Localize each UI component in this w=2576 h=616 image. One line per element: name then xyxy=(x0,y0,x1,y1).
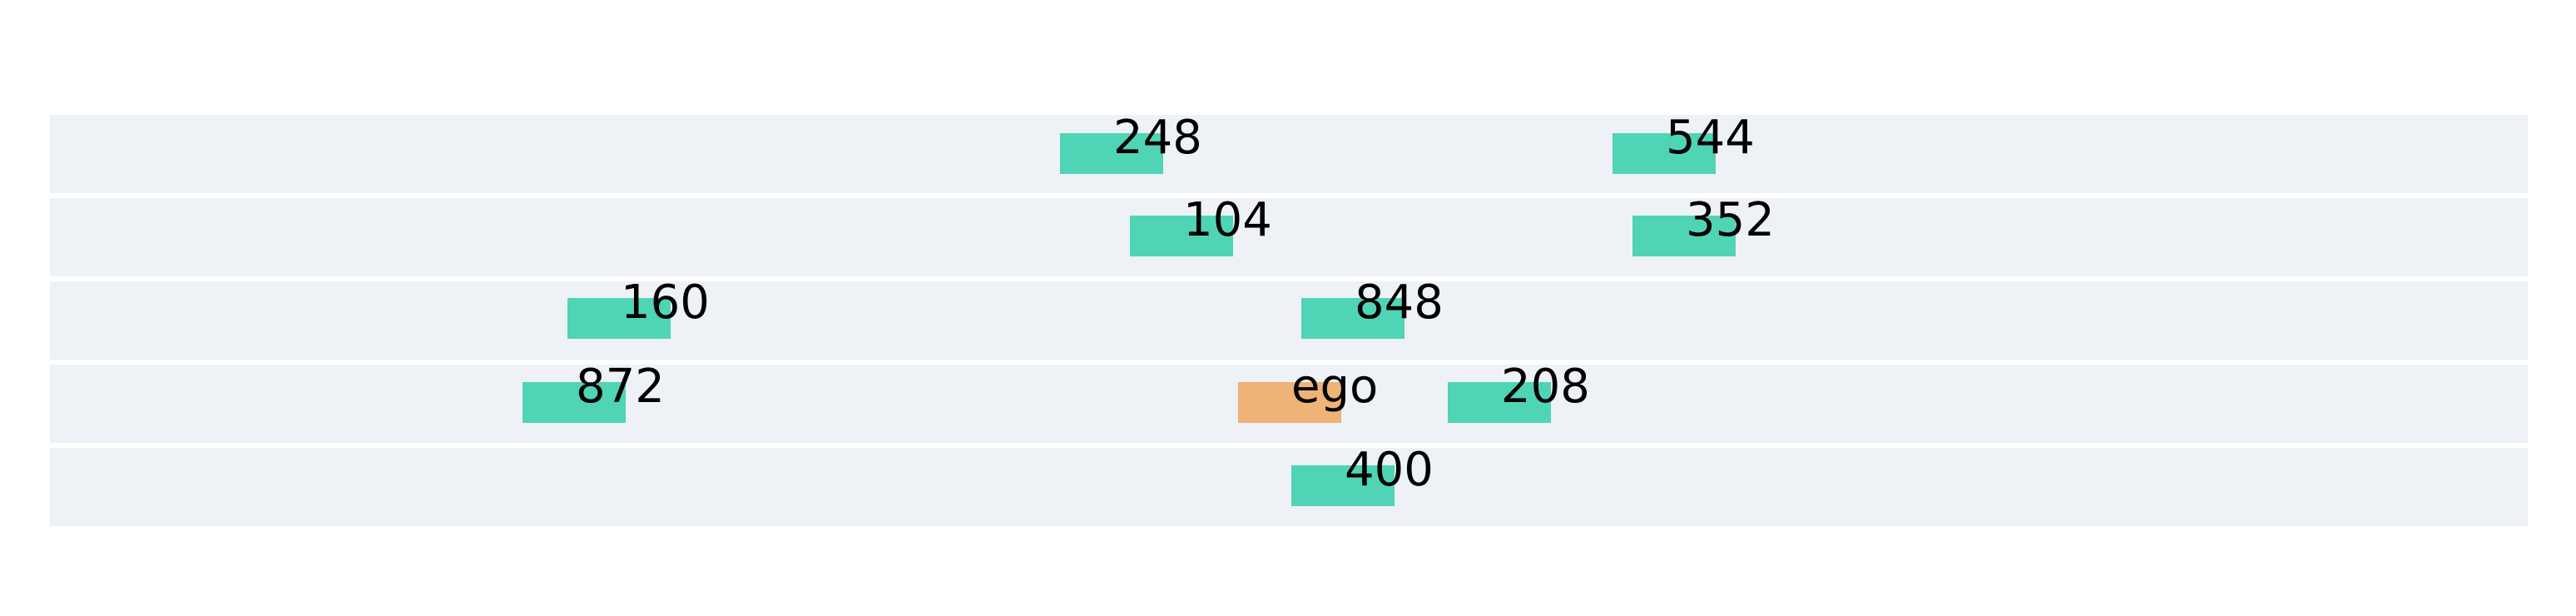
vehicle-248: 248 xyxy=(1060,111,1202,174)
vehicle-848: 848 xyxy=(1301,276,1444,339)
vehicle-248-body xyxy=(1060,133,1163,174)
vehicle-400-body xyxy=(1291,465,1395,506)
vehicle-400-label: 400 xyxy=(1345,443,1434,497)
vehicle-104-body xyxy=(1130,216,1233,256)
vehicle-208: 208 xyxy=(1448,360,1590,423)
vehicle-104: 104 xyxy=(1130,193,1272,256)
vehicle-848-label: 848 xyxy=(1355,276,1444,330)
vehicle-208-label: 208 xyxy=(1501,360,1590,414)
vehicle-104-label: 104 xyxy=(1183,193,1272,247)
vehicle-352-body xyxy=(1632,216,1736,256)
vehicle-160-body xyxy=(567,298,671,339)
vehicle-160-label: 160 xyxy=(621,276,710,330)
vehicle-160: 160 xyxy=(567,276,710,339)
vehicle-544-label: 544 xyxy=(1666,111,1755,165)
vehicle-208-body xyxy=(1448,382,1551,423)
vehicle-ego: ego xyxy=(1238,360,1378,423)
lane-2 xyxy=(50,198,2528,276)
lane-3 xyxy=(50,281,2528,360)
vehicle-872-body xyxy=(523,382,626,423)
lane-5 xyxy=(50,448,2528,526)
vehicle-872: 872 xyxy=(523,360,665,423)
vehicle-352-label: 352 xyxy=(1686,193,1775,247)
vehicle-848-body xyxy=(1301,298,1404,339)
vehicle-544: 544 xyxy=(1612,111,1755,174)
vehicle-ego-label: ego xyxy=(1291,360,1378,414)
vehicle-544-body xyxy=(1612,133,1716,174)
lane-1 xyxy=(50,115,2528,193)
vehicle-ego-body xyxy=(1238,382,1341,423)
vehicle-872-label: 872 xyxy=(576,360,665,414)
vehicle-400: 400 xyxy=(1291,443,1434,506)
vehicle-352: 352 xyxy=(1632,193,1775,256)
vehicle-248-label: 248 xyxy=(1113,111,1202,165)
